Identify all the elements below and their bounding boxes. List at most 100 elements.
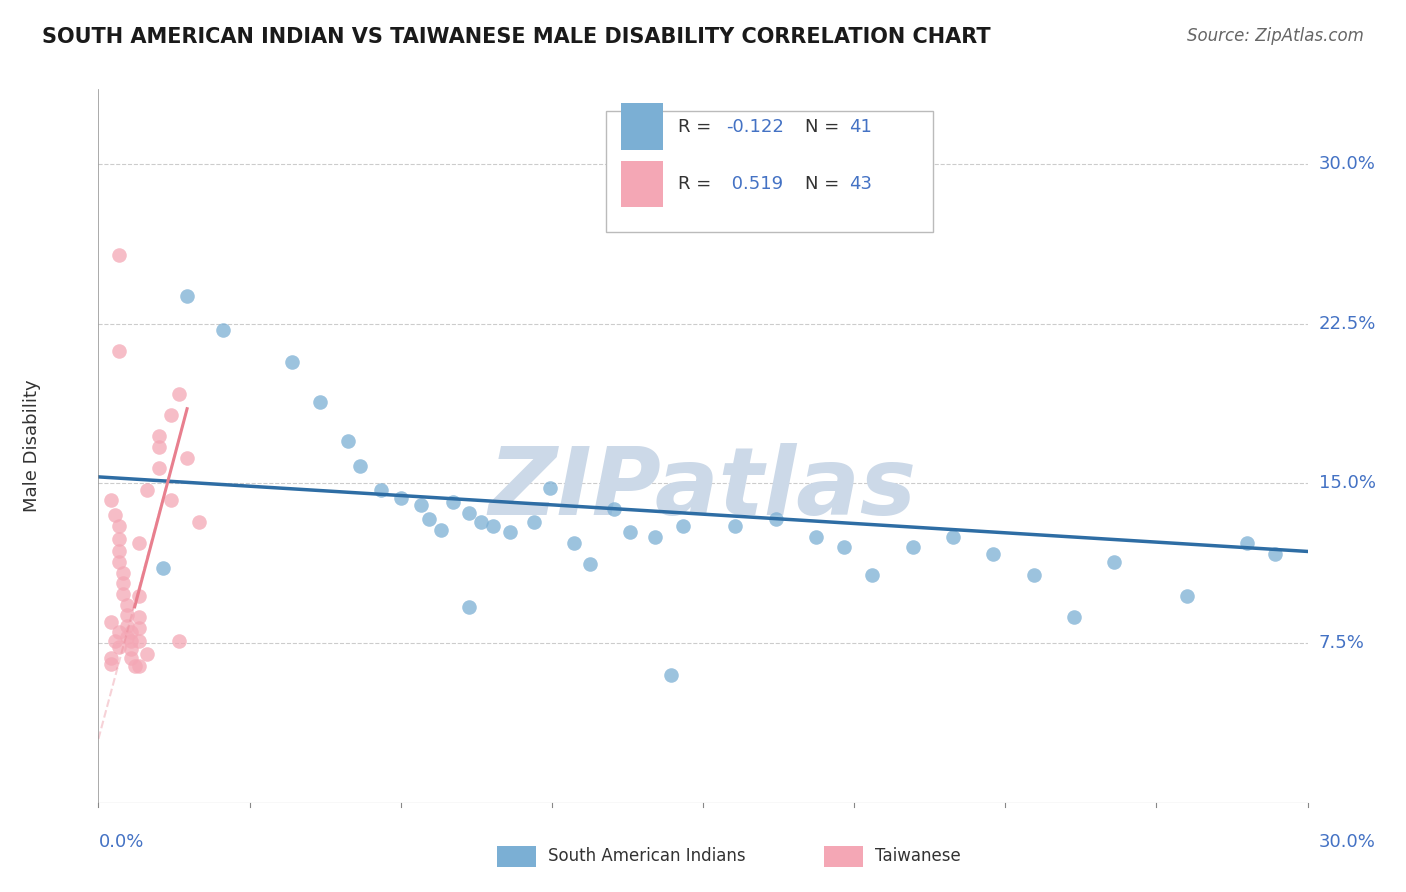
- Point: [309, 395, 332, 409]
- Point: [349, 459, 371, 474]
- Point: [120, 651, 142, 665]
- Point: [107, 544, 129, 558]
- Point: [804, 529, 827, 543]
- Bar: [824, 846, 863, 867]
- Bar: [498, 846, 536, 867]
- Point: [981, 547, 1004, 561]
- Point: [152, 561, 174, 575]
- Point: [100, 493, 122, 508]
- Point: [430, 523, 453, 537]
- Point: [409, 498, 432, 512]
- Point: [111, 566, 134, 580]
- Text: Male Disability: Male Disability: [22, 380, 41, 512]
- Point: [523, 515, 546, 529]
- Point: [619, 525, 641, 540]
- Point: [128, 634, 150, 648]
- Text: R =: R =: [678, 175, 717, 193]
- Point: [942, 529, 965, 543]
- Point: [135, 483, 157, 497]
- Point: [148, 429, 170, 443]
- Text: Source: ZipAtlas.com: Source: ZipAtlas.com: [1187, 27, 1364, 45]
- Text: Taiwanese: Taiwanese: [875, 847, 960, 865]
- Point: [107, 344, 129, 359]
- Text: 0.519: 0.519: [725, 175, 783, 193]
- Point: [115, 598, 138, 612]
- Text: ZIPatlas: ZIPatlas: [489, 442, 917, 535]
- Point: [100, 657, 122, 672]
- Point: [176, 289, 198, 303]
- Point: [659, 668, 682, 682]
- Point: [160, 493, 183, 508]
- Point: [120, 642, 142, 657]
- Point: [538, 481, 561, 495]
- Point: [115, 608, 138, 623]
- Point: [128, 536, 150, 550]
- Point: [212, 323, 235, 337]
- Point: [115, 630, 138, 644]
- Bar: [621, 103, 664, 150]
- Text: N =: N =: [804, 175, 845, 193]
- Point: [188, 515, 211, 529]
- Text: 41: 41: [849, 118, 872, 136]
- Point: [498, 525, 520, 540]
- Point: [103, 508, 125, 523]
- Point: [470, 515, 492, 529]
- Point: [860, 567, 883, 582]
- Text: 30.0%: 30.0%: [1319, 833, 1375, 851]
- Point: [1236, 536, 1258, 550]
- Point: [389, 491, 412, 506]
- Point: [441, 495, 464, 509]
- Point: [100, 651, 122, 665]
- Point: [765, 512, 787, 526]
- Point: [160, 408, 183, 422]
- Point: [418, 512, 440, 526]
- Point: [458, 599, 481, 614]
- Point: [167, 386, 190, 401]
- Point: [107, 248, 129, 262]
- Point: [1063, 610, 1085, 624]
- Text: 43: 43: [849, 175, 872, 193]
- Point: [128, 621, 150, 635]
- Point: [135, 647, 157, 661]
- Point: [1264, 547, 1286, 561]
- Text: 0.0%: 0.0%: [98, 833, 143, 851]
- Point: [482, 519, 505, 533]
- Point: [107, 532, 129, 546]
- Text: South American Indians: South American Indians: [548, 847, 745, 865]
- Point: [128, 589, 150, 603]
- Point: [1102, 555, 1125, 569]
- Point: [672, 519, 695, 533]
- Point: [100, 615, 122, 629]
- Point: [281, 355, 304, 369]
- Point: [562, 536, 585, 550]
- Point: [124, 659, 146, 673]
- Text: 7.5%: 7.5%: [1319, 634, 1365, 652]
- Point: [128, 610, 150, 624]
- Point: [111, 576, 134, 591]
- Point: [107, 519, 129, 533]
- Point: [115, 619, 138, 633]
- Text: 15.0%: 15.0%: [1319, 475, 1375, 492]
- Point: [107, 625, 129, 640]
- Point: [1175, 589, 1198, 603]
- Point: [603, 501, 626, 516]
- Point: [644, 529, 666, 543]
- Point: [167, 634, 190, 648]
- Point: [107, 555, 129, 569]
- Point: [111, 587, 134, 601]
- Text: 30.0%: 30.0%: [1319, 154, 1375, 173]
- Point: [120, 634, 142, 648]
- Point: [148, 461, 170, 475]
- Text: SOUTH AMERICAN INDIAN VS TAIWANESE MALE DISABILITY CORRELATION CHART: SOUTH AMERICAN INDIAN VS TAIWANESE MALE …: [42, 27, 991, 46]
- Point: [579, 558, 602, 572]
- Text: -0.122: -0.122: [725, 118, 785, 136]
- Bar: [621, 161, 664, 207]
- Point: [148, 440, 170, 454]
- Point: [120, 625, 142, 640]
- Point: [103, 634, 125, 648]
- Text: 22.5%: 22.5%: [1319, 315, 1376, 333]
- Point: [901, 540, 924, 554]
- Point: [1022, 567, 1045, 582]
- Point: [128, 659, 150, 673]
- Bar: [606, 111, 932, 232]
